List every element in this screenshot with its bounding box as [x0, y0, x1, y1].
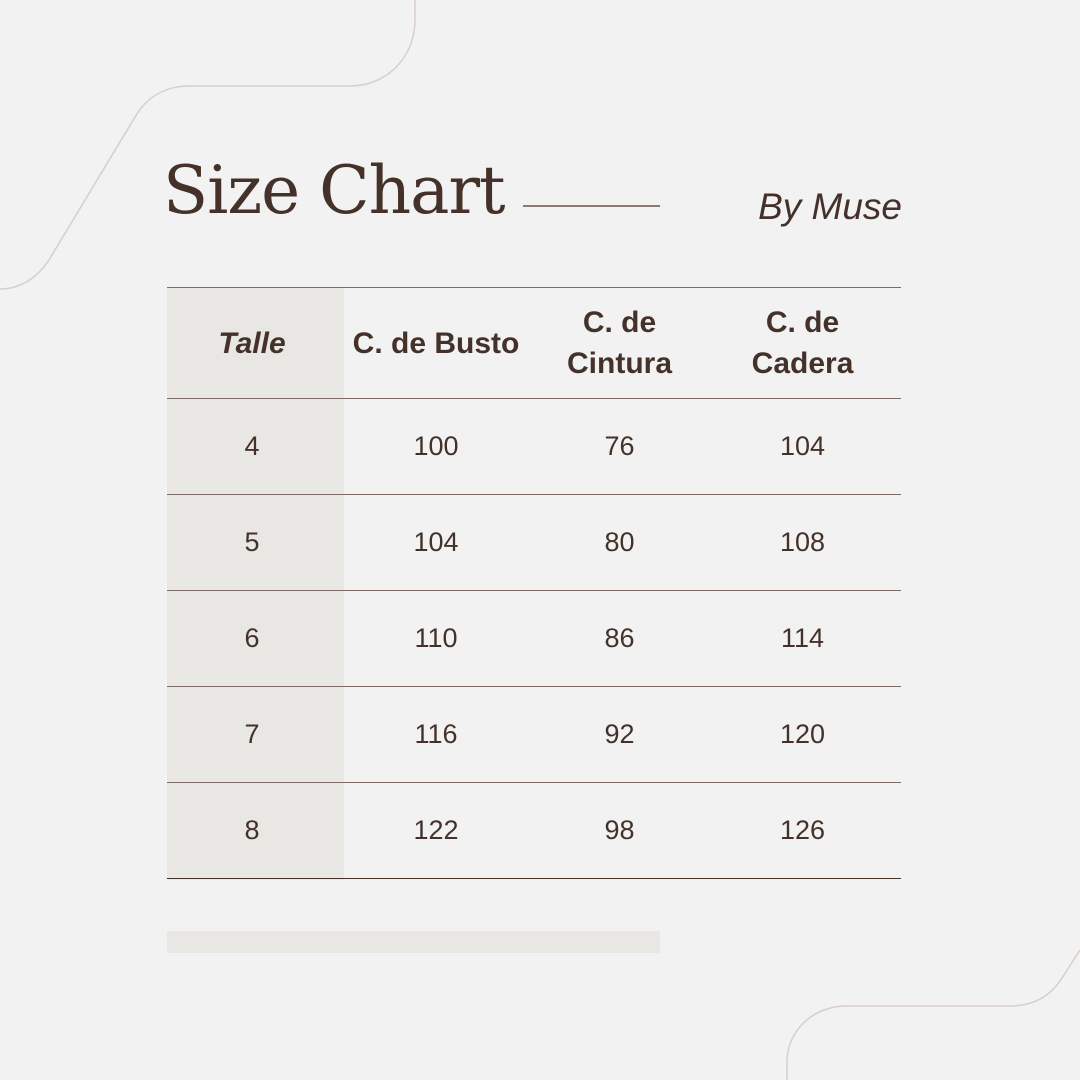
- cell-talle: 5: [244, 527, 260, 557]
- cell-cadera: 120: [779, 719, 826, 749]
- cell-cadera: 104: [779, 431, 826, 461]
- footer-bar: [167, 931, 660, 953]
- title-divider: [523, 205, 660, 207]
- table-row: 6 110 86 114: [167, 590, 901, 686]
- cell-busto: 100: [413, 431, 459, 461]
- cell-cadera: 126: [779, 815, 826, 845]
- cell-talle: 8: [244, 815, 260, 845]
- cell-cintura: 86: [604, 623, 635, 653]
- cell-busto: 122: [413, 815, 459, 845]
- page-title: Size Chart: [163, 152, 506, 229]
- table-row: 5 104 80 108: [167, 494, 901, 590]
- cell-cintura: 80: [604, 527, 635, 557]
- cell-talle: 6: [244, 623, 260, 653]
- bottom-right-curve: [786, 949, 1080, 1080]
- table-row: 7 116 92 120: [167, 686, 901, 782]
- table-header: Talle C. de Busto C. de Cintura C. de Ca…: [167, 287, 901, 398]
- cell-cintura: 92: [604, 719, 635, 749]
- table-row: 4 100 76 104: [167, 398, 901, 494]
- table-row: 8 122 98 126: [167, 782, 901, 879]
- cell-busto: 116: [414, 719, 458, 749]
- talle-column-shade: [167, 287, 344, 880]
- top-left-curve: [0, 0, 416, 290]
- size-table: Talle C. de Busto C. de Cintura C. de Ca…: [167, 287, 901, 880]
- cell-cintura: 76: [604, 431, 635, 461]
- cell-talle: 7: [244, 719, 260, 749]
- cell-cintura: 98: [604, 815, 635, 845]
- cell-cadera: 108: [779, 527, 826, 557]
- cell-talle: 4: [244, 431, 260, 461]
- cell-cadera: 114: [781, 623, 825, 653]
- header-talle: Talle: [218, 326, 286, 360]
- byline: By Muse: [758, 186, 902, 227]
- header-busto: C. de Busto: [352, 326, 520, 360]
- header-cintura: C. de Cintura: [567, 306, 672, 380]
- cell-busto: 104: [413, 527, 459, 557]
- cell-busto: 110: [414, 623, 458, 653]
- header-cadera: C. de Cadera: [751, 306, 854, 380]
